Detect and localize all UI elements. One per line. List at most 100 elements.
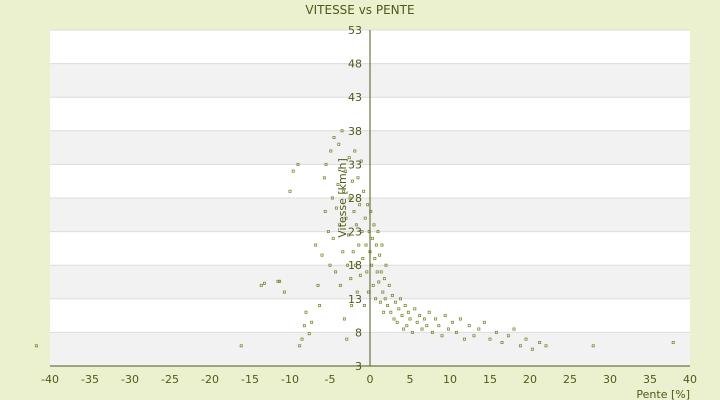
data-point [380,243,384,247]
data-point [494,330,498,334]
y-tick-label: 3 [355,360,362,373]
data-point [378,253,382,257]
data-point [458,317,462,321]
data-point [302,324,306,328]
data-point [310,320,314,324]
data-point [389,310,393,314]
x-tick-label: 20 [523,373,537,386]
data-point [591,344,595,348]
data-point [347,156,351,160]
data-point [506,334,510,338]
data-point [331,236,335,240]
data-point [372,223,376,227]
x-tick-label: 0 [367,373,374,386]
data-point [345,337,349,341]
data-point [488,337,492,341]
data-point [282,290,286,294]
data-point [352,209,356,213]
data-point [403,304,407,307]
x-tick-label: 15 [483,373,497,386]
data-point [394,300,398,304]
data-point [276,279,280,283]
data-point [288,189,292,193]
y-tick-label: 28 [348,192,362,205]
x-tick-label: -10 [281,373,299,386]
data-point [348,196,352,200]
data-point [462,337,466,341]
data-point [373,257,377,260]
data-point [365,270,369,274]
data-point [379,270,383,274]
data-point [482,320,486,324]
data-point [356,176,360,180]
data-point [500,341,504,344]
data-point [314,243,318,247]
data-point [300,337,304,341]
data-point [334,270,338,274]
data-point [420,327,424,331]
data-point [405,324,409,328]
data-point [386,304,390,307]
data-point [415,320,419,324]
data-point [357,243,361,247]
data-point [430,330,434,334]
data-point [338,283,342,287]
data-point [382,310,386,314]
data-point [374,297,378,301]
x-tick-label: -15 [241,373,259,386]
data-point [370,236,374,240]
data-point [324,162,328,166]
data-point [400,314,404,318]
data-point [354,263,358,267]
data-point [351,250,355,254]
data-point [346,263,350,267]
data-point [326,230,330,234]
y-tick-label: 33 [348,158,362,171]
data-point [422,317,426,321]
data-point [341,250,345,254]
data-point [363,216,367,220]
x-tick-label: 10 [443,373,457,386]
data-point [395,320,399,324]
data-point [450,320,454,324]
data-point [259,283,263,287]
data-point [375,270,379,274]
y-tick-label: 23 [348,226,362,239]
data-point [262,281,266,285]
data-point [342,317,346,321]
data-point [362,189,366,193]
data-point [349,277,353,281]
data-point [239,344,243,348]
data-point [512,327,516,331]
data-point [307,332,311,336]
y-tick-label: 48 [348,58,362,71]
data-point [343,169,347,173]
data-point [440,334,444,338]
data-point [322,176,326,180]
data-point [323,209,327,213]
data-point [330,196,334,200]
data-point [298,344,302,348]
data-point [410,330,414,334]
data-point [353,149,357,153]
data-point [346,233,350,237]
x-tick-label: -35 [81,373,99,386]
data-point [377,280,381,284]
x-tick-label: -25 [161,373,179,386]
data-point [443,314,447,318]
y-tick-label: 8 [355,326,362,339]
y-tick-label: 43 [348,91,362,104]
data-point [342,189,346,193]
data-point [337,142,341,146]
y-axis-label: Vitesse [km/h] [336,158,349,238]
data-point [358,273,362,277]
data-point [320,253,324,257]
data-point [296,162,300,166]
axes [50,30,690,367]
x-tick-label: 25 [563,373,577,386]
data-point [383,297,387,301]
data-point [392,317,396,321]
data-point [413,307,417,311]
